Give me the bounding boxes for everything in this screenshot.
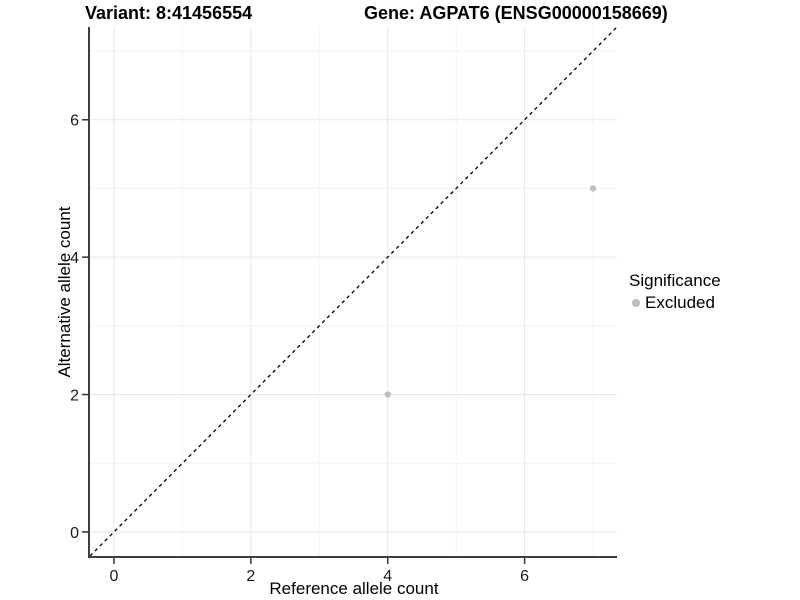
x-tick-label: 2 xyxy=(246,568,255,585)
y-axis-title: Alternative allele count xyxy=(55,206,74,378)
legend-title: Significance xyxy=(629,271,721,290)
x-tick-label: 4 xyxy=(383,568,392,585)
legend-point-icon xyxy=(632,299,640,307)
data-point xyxy=(589,185,597,192)
x-axis-title: Reference allele count xyxy=(269,579,439,598)
x-tick-label: 0 xyxy=(110,568,119,585)
data-point xyxy=(384,391,391,398)
identity-dashed-line xyxy=(89,26,618,557)
y-tick-label: 0 xyxy=(70,525,79,542)
legend: Significance Excluded xyxy=(629,271,721,313)
legend-entry-label: Excluded xyxy=(645,293,715,312)
y-tick-label: 6 xyxy=(70,113,79,130)
plot-title-gene: Gene: AGPAT6 (ENSG00000158669) xyxy=(364,3,668,23)
legend-entry-excluded: Excluded xyxy=(632,293,721,313)
y-tick-label: 4 xyxy=(70,250,79,267)
x-tick-label: 6 xyxy=(520,568,529,585)
plot-title-variant: Variant: 8:41456554 xyxy=(85,3,253,23)
y-tick-label: 2 xyxy=(70,388,79,405)
